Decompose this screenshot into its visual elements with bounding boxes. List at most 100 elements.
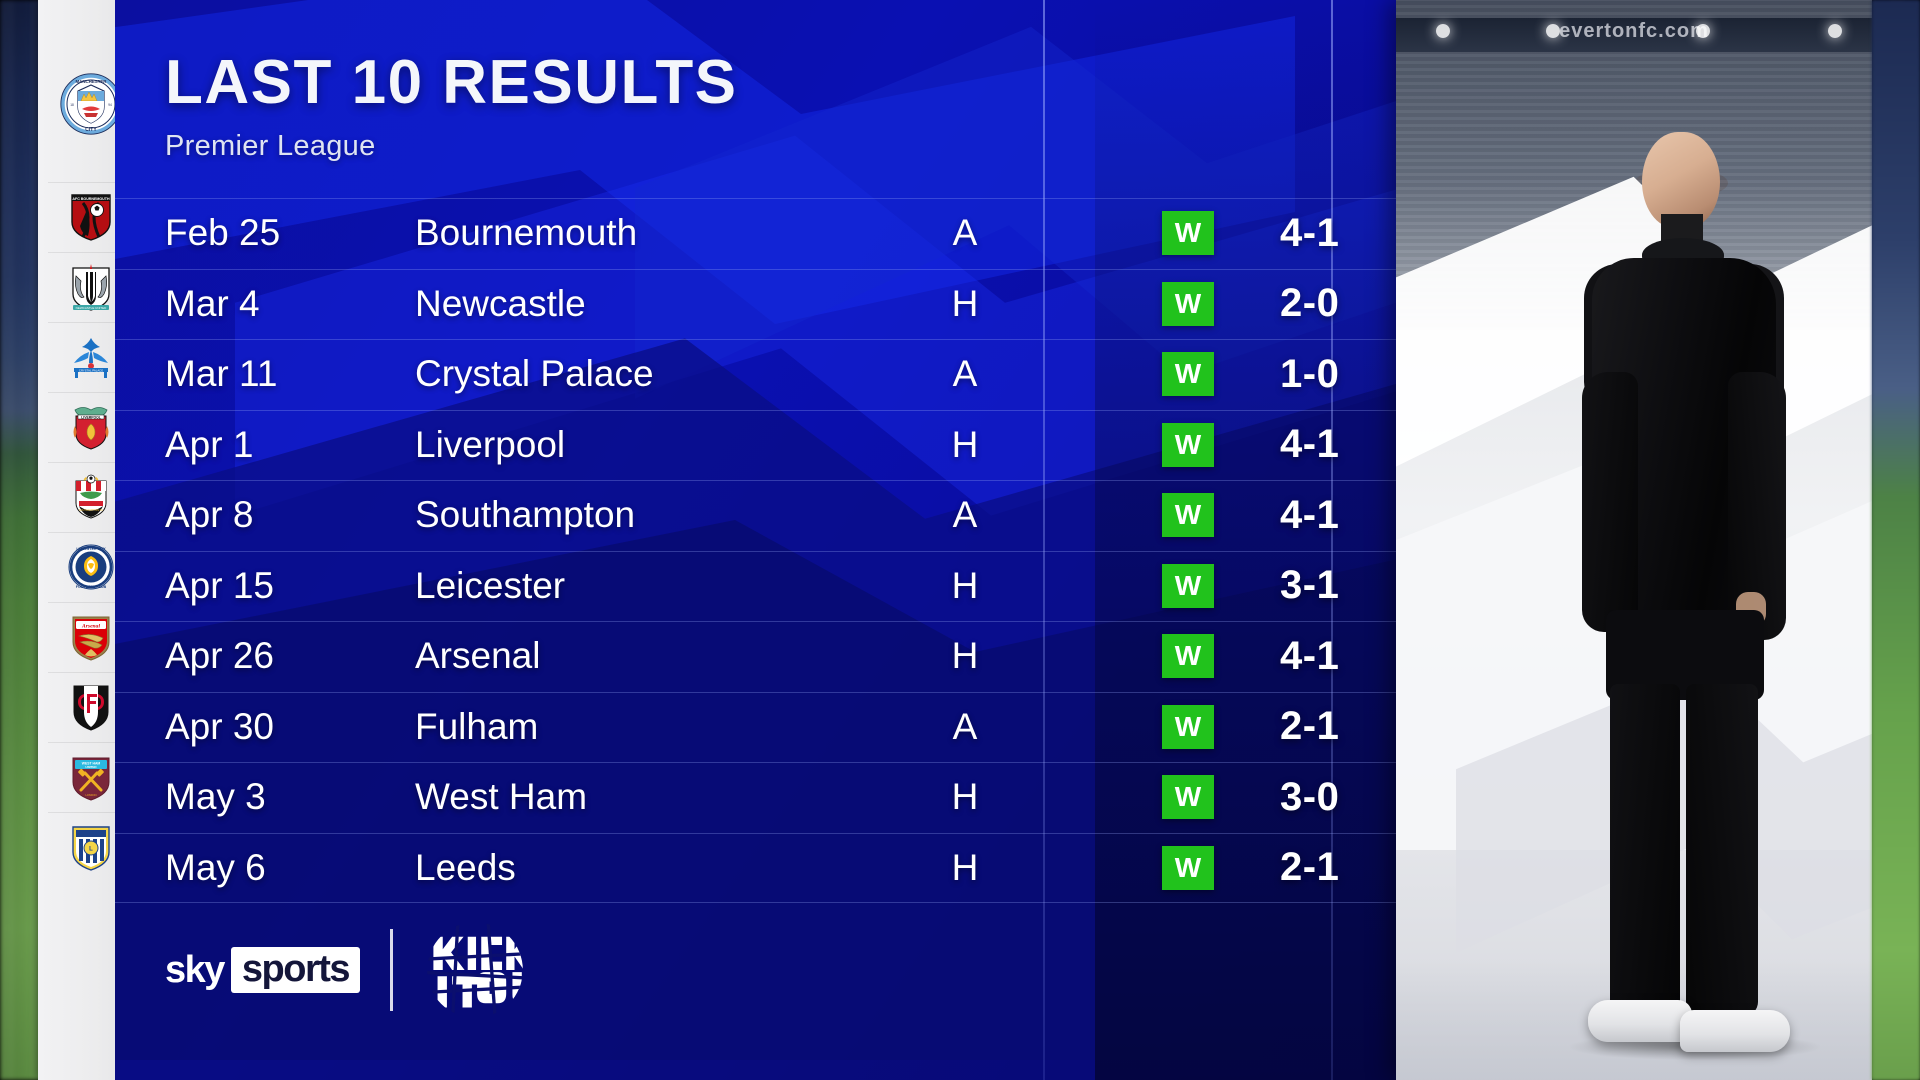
result-opponent: Liverpool — [415, 423, 566, 465]
table-row[interactable]: May 3 West Ham H W 3-0 — [115, 762, 1515, 833]
result-venue: H — [951, 282, 979, 324]
status-badge: W — [1162, 704, 1214, 749]
result-score: 3-0 — [1280, 774, 1340, 819]
presenter-silhouette — [1514, 72, 1834, 1072]
crystal-palace-crest-icon: CRYSTAL PALACE — [73, 338, 108, 378]
result-venue: H — [951, 635, 979, 677]
southampton-crest-icon: SOUTHAMPTON FC — [75, 474, 106, 519]
crest-west-ham: WEST HAM UNITED LONDON — [38, 742, 143, 812]
result-badge-cell: W — [1140, 493, 1236, 538]
svg-text:NEWCASTLE UNITED: NEWCASTLE UNITED — [75, 306, 107, 310]
column-divider-right — [1331, 0, 1333, 1080]
floodlight-3-icon — [1696, 24, 1710, 38]
crest-southampton: SOUTHAMPTON FC — [38, 462, 143, 532]
result-date: May 6 — [165, 846, 266, 888]
crest-leeds: L — [38, 812, 143, 882]
result-opponent: Fulham — [415, 705, 539, 747]
crest-manchester-city: MANCHESTER CITY 18 94 — [38, 56, 143, 152]
presenter-arm-left — [1582, 372, 1638, 632]
svg-text:CRYSTAL PALACE: CRYSTAL PALACE — [78, 368, 102, 372]
presenter-head — [1642, 132, 1720, 228]
result-opponent: Leicester — [415, 564, 566, 606]
sports-wordmark: sports — [230, 947, 361, 993]
result-badge-cell: W — [1140, 704, 1236, 749]
status-badge: W — [1162, 211, 1214, 256]
fulham-crest-icon — [73, 685, 108, 731]
svg-text:MANCHESTER: MANCHESTER — [75, 79, 107, 84]
result-venue: H — [951, 564, 979, 606]
table-row[interactable]: Apr 8 Southampton A W 4-1 — [115, 480, 1515, 551]
svg-text:Arsenal: Arsenal — [80, 624, 99, 630]
west-ham-crest-icon: WEST HAM UNITED LONDON — [72, 757, 109, 801]
table-row[interactable]: Apr 26 Arsenal H W 4-1 — [115, 621, 1515, 692]
status-badge: W — [1162, 845, 1214, 890]
result-badge-cell: W — [1140, 775, 1236, 820]
result-venue: H — [951, 846, 979, 888]
advert-text: evertonfc.com — [1559, 20, 1709, 42]
presenter-leg-right — [1686, 684, 1758, 1016]
result-opponent: Arsenal — [415, 635, 541, 677]
result-opponent: Leeds — [415, 846, 516, 888]
table-row[interactable]: Mar 4 Newcastle H W 2-0 — [115, 268, 1515, 340]
manchester-city-crest-icon: MANCHESTER CITY 18 94 — [59, 73, 122, 135]
result-badge-cell: W — [1140, 634, 1236, 679]
result-venue: A — [952, 212, 978, 254]
crest-arsenal: Arsenal — [38, 602, 143, 672]
logo-divider — [390, 929, 394, 1011]
bournemouth-crest-icon: AFC BOURNEMOUTH — [70, 194, 111, 241]
result-score: 2-0 — [1280, 281, 1340, 326]
result-badge-cell: W — [1140, 352, 1236, 397]
table-row[interactable]: Feb 25 Bournemouth A W 4-1 — [115, 198, 1515, 269]
result-venue: H — [951, 423, 979, 465]
result-date: Apr 30 — [165, 705, 275, 747]
result-venue: A — [952, 705, 978, 747]
presenter-panel: evertonfc.com — [1396, 0, 1872, 1080]
page-title: LAST 10 RESULTS — [165, 48, 738, 117]
svg-text:UNITED: UNITED — [85, 765, 97, 769]
result-venue: A — [952, 353, 978, 395]
result-badge-cell: W — [1140, 563, 1236, 608]
presenter-shoe-right — [1680, 1010, 1790, 1052]
leeds-crest-icon: L — [71, 826, 110, 871]
floodlight-2-icon — [1546, 24, 1560, 38]
svg-text:L: L — [89, 847, 93, 853]
table-row[interactable]: Apr 30 Fulham A W 2-1 — [115, 691, 1515, 763]
result-score: 4-1 — [1280, 633, 1340, 678]
page-subtitle: Premier League — [165, 130, 376, 162]
crest-leicester: LEICESTER CITY FOOTBALL CLUB — [38, 532, 143, 602]
status-badge: W — [1162, 422, 1214, 467]
svg-text:SOUTHAMPTON FC: SOUTHAMPTON FC — [78, 508, 102, 512]
table-row[interactable]: Apr 15 Leicester H W 3-1 — [115, 550, 1515, 622]
result-score: 4-1 — [1280, 492, 1340, 537]
result-score: 2-1 — [1280, 704, 1340, 749]
status-badge: W — [1162, 352, 1214, 397]
result-opponent: Newcastle — [415, 282, 586, 324]
table-row[interactable]: May 6 Leeds H W 2-1 — [115, 832, 1515, 904]
result-date: Feb 25 — [165, 212, 281, 254]
result-score: 1-0 — [1280, 351, 1340, 396]
result-opponent: Southampton — [415, 494, 636, 536]
advertising-board — [1396, 18, 1872, 52]
table-row[interactable]: Apr 1 Liverpool H W 4-1 — [115, 409, 1515, 481]
svg-text:LEICESTER CITY: LEICESTER CITY — [76, 547, 106, 551]
result-score: 3-1 — [1280, 563, 1340, 608]
svg-text:WEST HAM: WEST HAM — [81, 761, 100, 765]
result-score: 4-1 — [1280, 422, 1340, 467]
left-stadium-sliver — [0, 0, 38, 1080]
sky-wordmark: sky — [165, 949, 225, 991]
table-row[interactable]: Mar 11 Crystal Palace A W 1-0 — [115, 339, 1515, 410]
crest-newcastle: NEWCASTLE UNITED — [38, 252, 143, 322]
result-venue: A — [952, 494, 978, 536]
svg-text:18: 18 — [70, 103, 74, 107]
status-badge: W — [1162, 281, 1214, 326]
crest-liverpool: LIVERPOOL — [38, 392, 143, 462]
presenter-shoe-left — [1588, 1000, 1692, 1042]
sky-sports-logo: sky sports — [165, 947, 361, 993]
result-badge-cell: W — [1140, 422, 1236, 467]
crest-fulham — [38, 672, 143, 742]
header: LAST 10 RESULTS Premier League — [165, 52, 738, 163]
right-stadium-sliver — [1872, 0, 1920, 1080]
status-badge: W — [1162, 563, 1214, 608]
footer-logos: sky sports — [165, 918, 527, 1022]
